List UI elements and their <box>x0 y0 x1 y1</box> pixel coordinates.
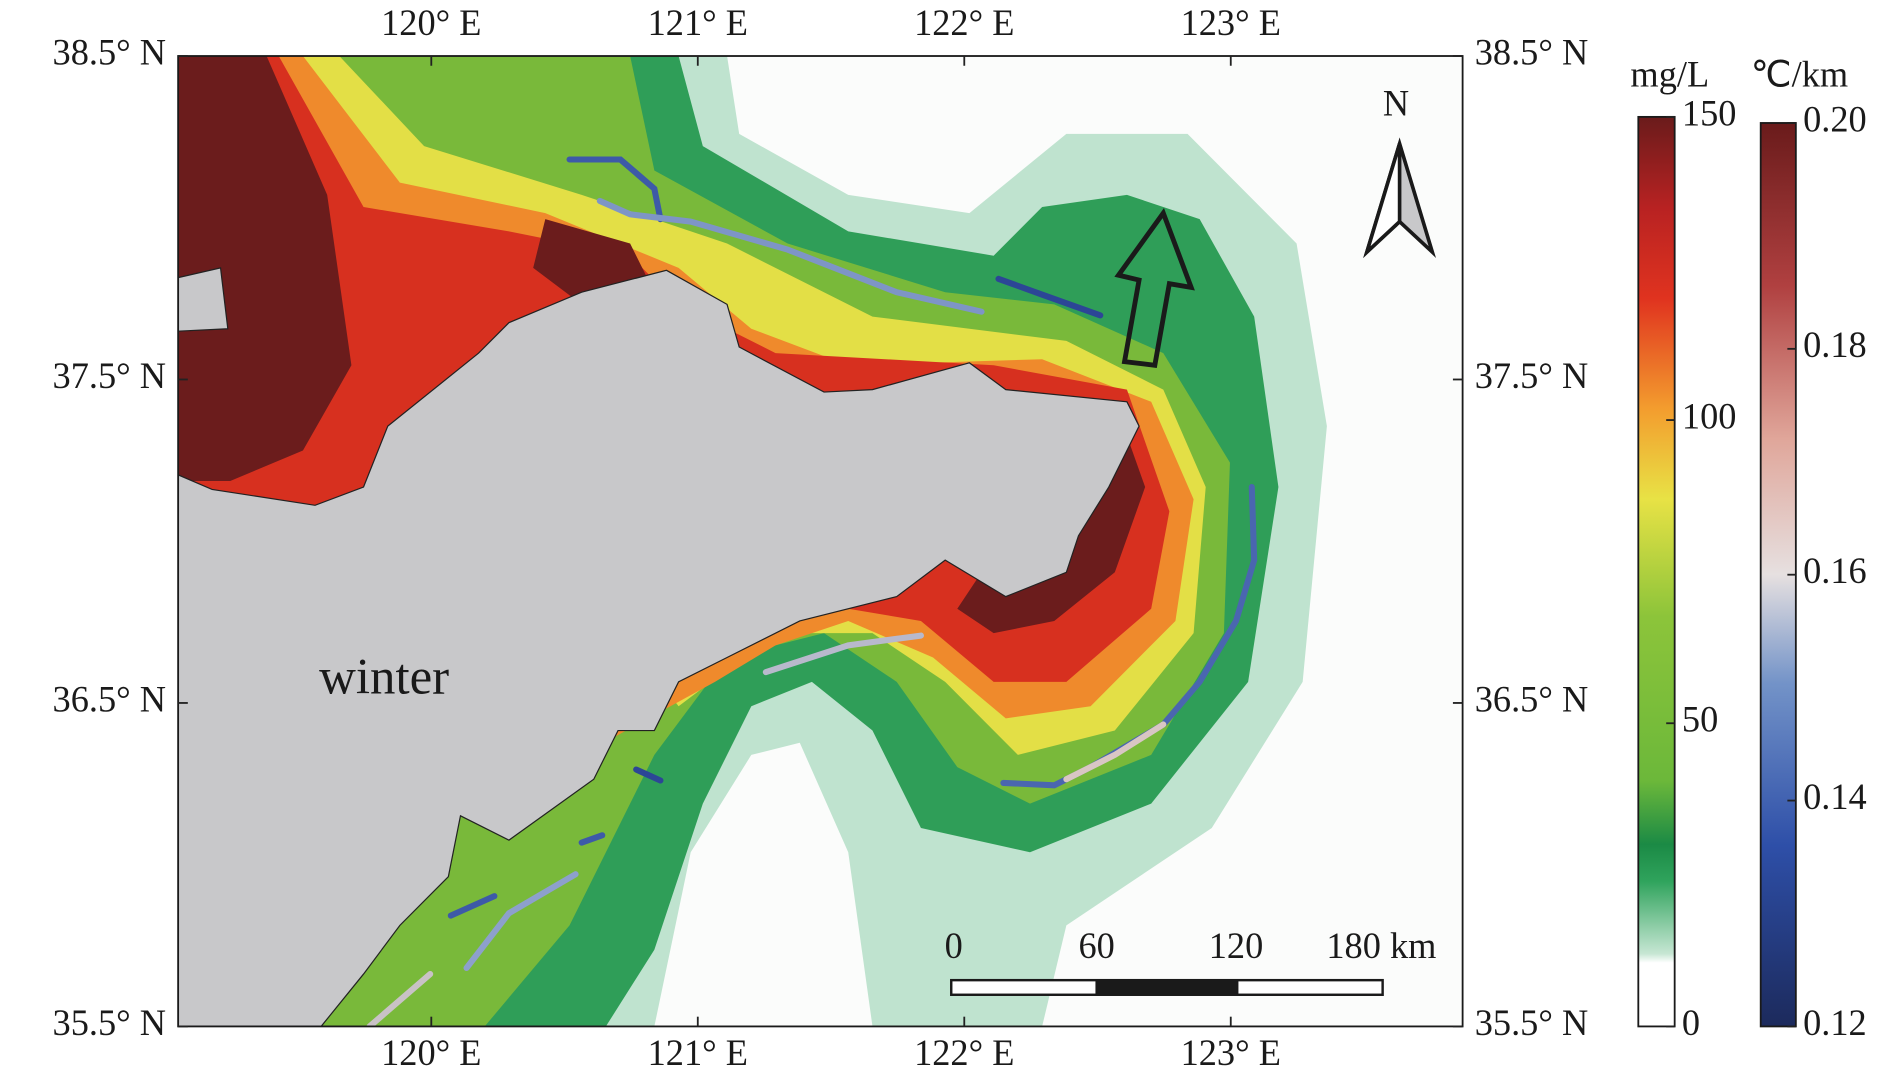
colorbar-tick-label: 0.20 <box>1803 99 1867 139</box>
colorbar-tick-label: 50 <box>1682 700 1718 740</box>
colorbar <box>1637 115 1676 1028</box>
lat-tick-label: 37.5° N <box>1475 356 1588 396</box>
scale-bar-segment <box>1095 980 1239 995</box>
lat-tick-label: 36.5° N <box>53 679 166 719</box>
colorbar-unit: ℃/km <box>1751 54 1848 94</box>
front-line <box>463 871 579 972</box>
lat-tick-label: 35.5° N <box>53 1003 166 1043</box>
north-label: N <box>1383 83 1409 123</box>
lat-tick-label: 35.5° N <box>1475 1003 1588 1043</box>
lon-tick-label: 122° E <box>914 3 1014 43</box>
front-line <box>447 893 498 919</box>
colorbar-tick-label: 0.12 <box>1803 1003 1867 1043</box>
lon-tick-label: 122° E <box>914 1033 1014 1073</box>
lon-tick-label: 123° E <box>1181 1033 1281 1073</box>
front-line <box>762 632 924 676</box>
scale-label: 120 <box>1209 926 1264 966</box>
land-island <box>178 267 229 332</box>
lon-tick-label: 121° E <box>648 1033 748 1073</box>
lat-tick-label: 38.5° N <box>1475 32 1588 72</box>
front-line <box>566 156 664 223</box>
lat-tick-label: 38.5° N <box>53 32 166 72</box>
north-arrow-left <box>1363 143 1402 258</box>
colorbar-tick-label: 0 <box>1682 1003 1700 1043</box>
colorbar-unit: mg/L <box>1630 54 1709 94</box>
front-line <box>995 275 1104 319</box>
front-line <box>1000 483 1258 789</box>
colorbar-tick-label: 0.18 <box>1803 325 1867 365</box>
lon-tick-label: 123° E <box>1181 3 1281 43</box>
scale-label: 0 <box>945 926 963 966</box>
front-line <box>596 197 985 315</box>
colorbar-tick-label: 0.16 <box>1803 551 1867 591</box>
front-line <box>633 766 664 784</box>
lat-tick-label: 36.5° N <box>1475 679 1588 719</box>
colorbar-tick-label: 150 <box>1682 93 1737 133</box>
land <box>178 269 1140 1027</box>
lon-tick-label: 120° E <box>381 3 481 43</box>
front-lines <box>366 156 1258 1027</box>
front-line <box>1063 721 1167 783</box>
map-layers <box>178 56 1463 1027</box>
current-arrow <box>1114 207 1195 368</box>
front-line <box>366 971 434 1027</box>
scale-label: 60 <box>1078 926 1114 966</box>
season-label: winter <box>319 649 449 705</box>
lon-tick-label: 121° E <box>648 3 748 43</box>
scale-label: 180 km <box>1326 926 1436 966</box>
colorbar-tick-label: 100 <box>1682 396 1737 436</box>
lon-tick-label: 120° E <box>381 1033 481 1073</box>
lat-tick-label: 37.5° N <box>53 356 166 396</box>
front-line <box>578 832 606 846</box>
colorbar-tick-label: 0.14 <box>1803 777 1867 817</box>
map-frame <box>177 55 1464 1028</box>
